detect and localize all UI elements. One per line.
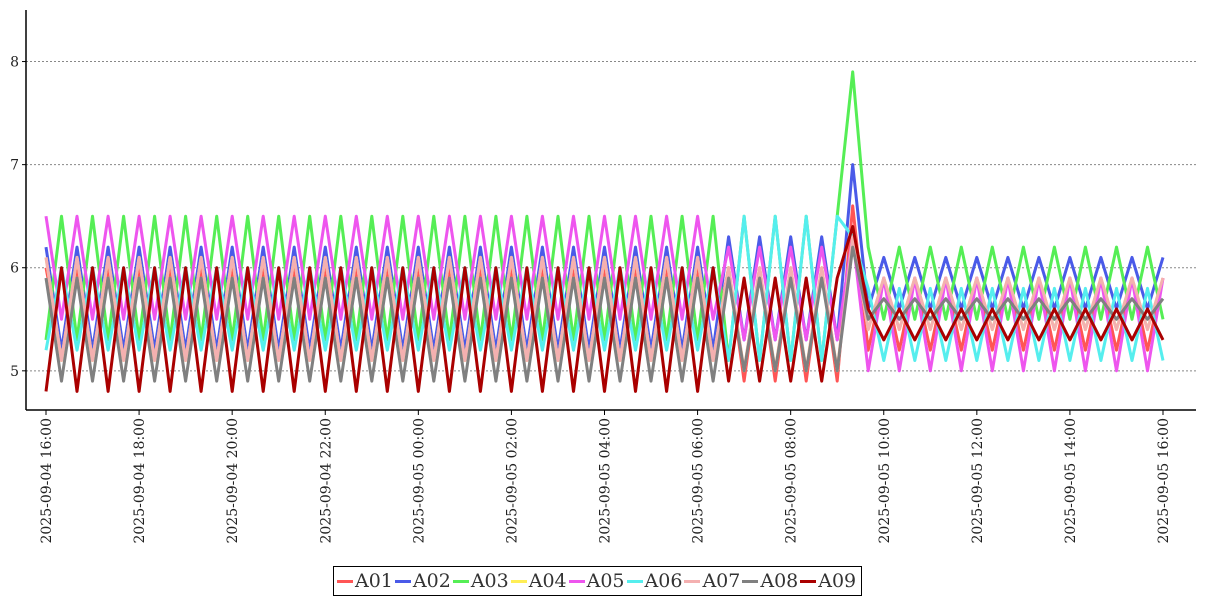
series-line-a03 xyxy=(44,70,1165,362)
legend-item-a02: A02 xyxy=(394,570,451,592)
legend-swatch xyxy=(568,579,585,583)
series-line-a06 xyxy=(44,214,1165,362)
legend-item-a06: A06 xyxy=(626,570,683,592)
legend-swatch xyxy=(684,579,701,583)
axes xyxy=(25,10,1196,411)
y-tick-label: 7 xyxy=(10,158,19,174)
legend-swatch xyxy=(510,579,527,583)
x-tick-label: 2025-09-04 20:00 xyxy=(225,418,241,544)
legend-item-a05: A05 xyxy=(568,570,625,592)
x-tick-label: 2025-09-04 16:00 xyxy=(39,418,55,544)
legend-label: A07 xyxy=(702,570,741,592)
legend-label: A08 xyxy=(760,570,799,592)
legend: A01 A02 A03 A04 A05 A06 A07 A08 A09 xyxy=(333,566,863,596)
y-tick-label: 8 xyxy=(10,55,19,71)
x-tick-label: 2025-09-05 02:00 xyxy=(504,418,520,544)
legend-swatch xyxy=(452,579,469,583)
x-tick-label: 2025-09-05 00:00 xyxy=(411,418,427,544)
legend-label: A01 xyxy=(355,570,393,592)
legend-label: A04 xyxy=(528,570,567,592)
legend-label: A06 xyxy=(644,570,683,592)
legend-label: A09 xyxy=(818,570,857,592)
x-tick-label: 2025-09-05 06:00 xyxy=(691,418,707,544)
series-line-a02 xyxy=(44,163,1165,352)
legend-item-a04: A04 xyxy=(510,570,567,592)
x-tick-label: 2025-09-05 08:00 xyxy=(784,418,800,544)
x-tick-label: 2025-09-04 22:00 xyxy=(318,418,334,544)
series-lines xyxy=(44,70,1165,393)
y-tick-label: 5 xyxy=(10,364,19,380)
series-line-a08 xyxy=(44,245,1165,383)
legend-item-a07: A07 xyxy=(684,570,740,592)
legend-item-a01: A01 xyxy=(337,570,393,592)
legend-label: A05 xyxy=(586,570,625,592)
legend-label: A02 xyxy=(412,570,451,592)
legend-item-a09: A09 xyxy=(800,570,856,592)
x-tick-label: 2025-09-05 10:00 xyxy=(877,418,893,544)
y-tick-labels: 5 6 7 8 xyxy=(10,55,26,380)
legend-swatch xyxy=(394,579,411,583)
legend-swatch xyxy=(337,579,353,583)
y-tick-label: 6 xyxy=(10,261,19,277)
x-tick-label: 2025-09-04 18:00 xyxy=(132,418,148,544)
legend-label: A03 xyxy=(470,570,509,592)
legend-swatch xyxy=(742,579,759,583)
series-line-a07 xyxy=(44,235,1165,373)
x-tick-label: 2025-09-05 14:00 xyxy=(1063,418,1079,544)
x-tick-label: 2025-09-05 04:00 xyxy=(598,418,614,544)
legend-swatch xyxy=(800,579,817,583)
x-tick-labels: 2025-09-04 16:00 2025-09-04 18:00 2025-09-… xyxy=(39,410,1172,544)
legend-swatch xyxy=(626,579,643,583)
legend-item-a08: A08 xyxy=(742,570,798,592)
legend-item-a03: A03 xyxy=(452,570,509,592)
x-tick-label: 2025-09-05 16:00 xyxy=(1156,418,1172,544)
series-line-a09 xyxy=(44,225,1165,393)
x-tick-label: 2025-09-05 12:00 xyxy=(970,418,986,544)
